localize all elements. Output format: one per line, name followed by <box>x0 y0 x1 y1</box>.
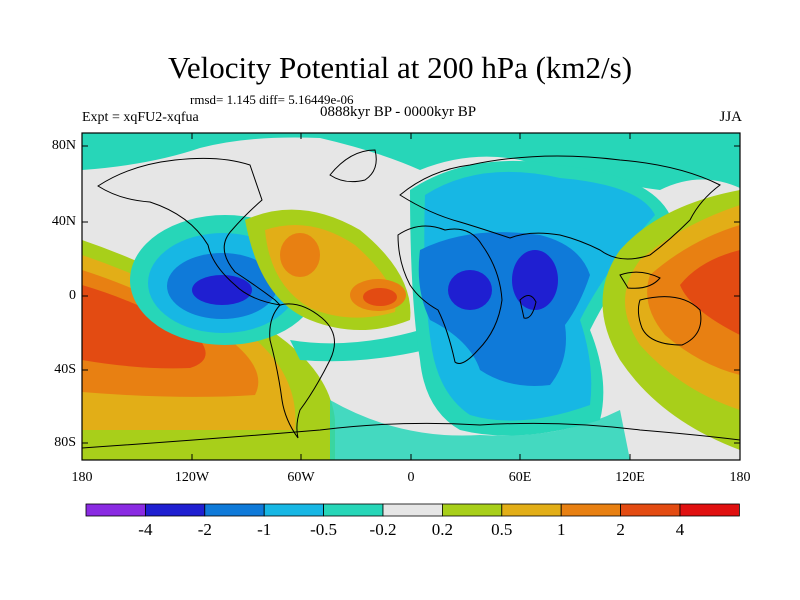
south-america-coast <box>269 303 335 439</box>
contour-africa-neg-4b <box>512 250 558 310</box>
colorbar-swatch <box>144 503 206 517</box>
contour-atl-pos-4 <box>363 288 397 306</box>
antarctica-coast <box>82 422 740 449</box>
colorbar-swatch <box>501 503 562 517</box>
greenland-coast <box>329 149 377 183</box>
colorbar-label: -0.5 <box>310 520 338 539</box>
contour-arctic <box>82 133 740 190</box>
y-tick-40s: 40S <box>54 362 76 377</box>
contour-epac-neg-4 <box>192 275 252 305</box>
y-tick-40n: 40N <box>51 214 76 229</box>
madagascar-coast <box>519 295 537 319</box>
colorbar-label: -1 <box>257 520 272 539</box>
colorbar-swatch <box>560 503 622 517</box>
chart-title: Velocity Potential at 200 hPa (km2/s) <box>167 50 633 85</box>
colorbar-swatch <box>263 503 325 517</box>
colorbar-swatch <box>323 503 384 517</box>
contour-africa-neg-4a <box>448 270 492 310</box>
contour-antarctic-neg <box>330 400 630 460</box>
axis-ticks <box>82 133 740 460</box>
colorbar-label: -4 <box>138 520 153 539</box>
x-tick-180-west: 180 <box>71 470 93 485</box>
colorbar-label: 4 <box>675 520 685 539</box>
time-period-label: 0888kyr BP - 0000kyr BP <box>320 104 477 120</box>
indonesia-coast <box>619 271 661 289</box>
north-america-coast <box>97 157 282 306</box>
colorbar-label: 0.5 <box>491 520 513 539</box>
eurasia-coast <box>399 155 721 260</box>
x-tick-180-east: 180 <box>729 470 751 485</box>
colorbar-label: 0.2 <box>431 520 454 539</box>
africa-coast <box>397 225 503 364</box>
colorbar-swatch <box>382 503 443 517</box>
colorbar-label: 2 <box>616 520 625 539</box>
x-tick-0: 0 <box>407 470 415 485</box>
y-tick-0: 0 <box>69 288 76 303</box>
contour-atl-neg-tongue <box>290 330 425 362</box>
colorbar-label: 1 <box>556 520 566 539</box>
y-tick-80n: 80N <box>51 138 76 153</box>
colorbar-label: -2 <box>197 520 212 539</box>
contour-pacific-pos-4 <box>82 285 206 369</box>
colorbar-swatch <box>620 503 681 517</box>
colorbar-label: -0.2 <box>369 520 397 539</box>
contour-atl-pos-3a <box>280 233 320 277</box>
x-tick-60w: 60W <box>287 470 315 485</box>
y-tick-80s: 80S <box>54 435 76 450</box>
coastlines <box>82 149 740 449</box>
experiment-label: Expt = xqFU2-xqfua <box>82 110 199 125</box>
colorbar-swatch <box>85 503 146 517</box>
colorbar-swatch <box>679 503 740 517</box>
x-tick-120e: 120E <box>615 470 645 485</box>
colorbar-swatch <box>441 503 503 517</box>
colorbar-swatch <box>204 503 265 517</box>
season-label: JJA <box>719 109 742 125</box>
x-tick-120w: 120W <box>174 470 210 485</box>
rmsd-diff-stats: rmsd= 1.145 diff= 5.16449e-06 <box>190 92 354 107</box>
colorbar <box>85 503 740 517</box>
australia-coast <box>637 296 702 346</box>
contour-wpac-pos-4 <box>680 250 740 335</box>
x-tick-60e: 60E <box>508 470 532 485</box>
contour-field <box>82 133 740 460</box>
